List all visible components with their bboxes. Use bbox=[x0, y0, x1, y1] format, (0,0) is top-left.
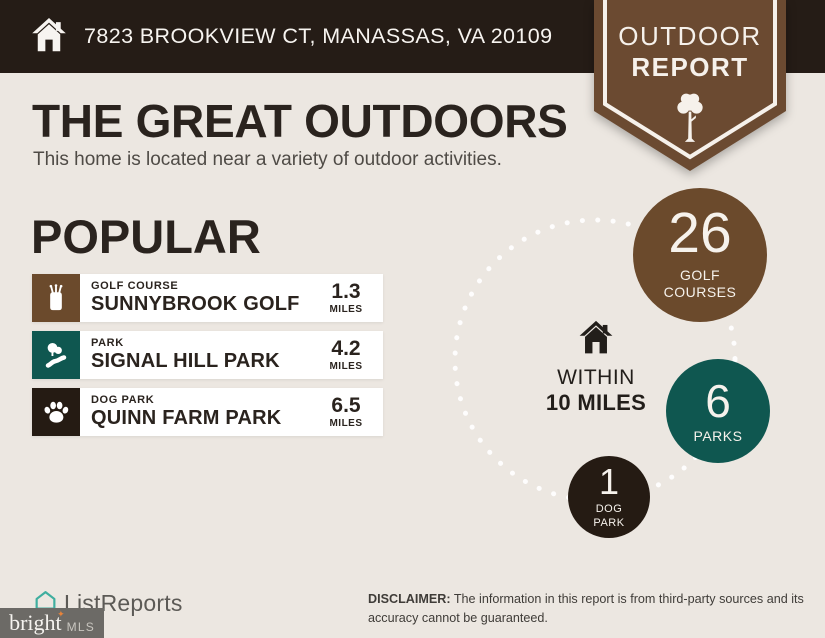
outdoor-report-badge: OUTDOOR REPORT bbox=[592, 0, 788, 178]
list-item-dog-park: DOG PARK QUINN FARM PARK 6.5 MILES bbox=[32, 388, 383, 436]
item-distance-unit: MILES bbox=[329, 304, 363, 315]
golf-bag-icon bbox=[32, 274, 80, 322]
page-title: THE GREAT OUTDOORS bbox=[32, 95, 568, 147]
stat-golf-courses: 26 GOLF COURSES bbox=[633, 188, 767, 322]
park-trees-icon bbox=[32, 331, 80, 379]
disclaimer-text: DISCLAIMER: The information in this repo… bbox=[368, 592, 804, 625]
stat-parks: 6 PARKS bbox=[666, 359, 770, 463]
item-name: SIGNAL HILL PARK bbox=[91, 350, 280, 372]
stat-label: DOG PARK bbox=[593, 502, 625, 529]
item-category: PARK bbox=[91, 337, 124, 349]
page-subtitle: This home is located near a variety of o… bbox=[33, 149, 502, 170]
paw-icon bbox=[32, 388, 80, 436]
tree-icon bbox=[592, 90, 788, 151]
stat-value: 6 bbox=[705, 375, 731, 427]
listreports-house-icon bbox=[33, 588, 58, 618]
item-distance: 6.5 bbox=[331, 394, 361, 417]
within-distance: 10 MILES bbox=[545, 390, 647, 415]
list-item-park: PARK SIGNAL HILL PARK 4.2 MILES bbox=[32, 331, 383, 379]
bright-spark-icon: ✦ bbox=[57, 609, 65, 619]
house-icon bbox=[577, 320, 615, 359]
badge-title-line2: REPORT bbox=[631, 52, 749, 82]
dotted-ring bbox=[452, 217, 738, 503]
disclaimer-label: DISCLAIMER: bbox=[368, 592, 451, 606]
item-distance-unit: MILES bbox=[329, 418, 363, 429]
badge-title-line1: OUTDOOR bbox=[618, 21, 762, 51]
within-radius-note: WITHIN 10 MILES bbox=[536, 320, 656, 416]
item-distance: 4.2 bbox=[331, 337, 361, 360]
stat-dog-park: 1 DOG PARK bbox=[568, 456, 650, 538]
badge-shape bbox=[594, 0, 786, 171]
item-distance-unit: MILES bbox=[329, 361, 363, 372]
item-category: GOLF COURSE bbox=[91, 280, 179, 292]
bright-mls-logo: bright ✦ MLS bbox=[0, 608, 104, 638]
list-item-golf-course: GOLF COURSE SUNNYBROOK GOLF 1.3 MILES bbox=[32, 274, 383, 322]
stat-label: GOLF COURSES bbox=[663, 266, 737, 301]
stat-label: PARKS bbox=[693, 428, 743, 444]
home-icon bbox=[30, 17, 68, 57]
within-label: WITHIN bbox=[557, 366, 635, 389]
mls-wordmark: MLS bbox=[66, 619, 95, 634]
item-name: QUINN FARM PARK bbox=[91, 407, 282, 429]
item-distance: 1.3 bbox=[331, 280, 361, 303]
stat-value: 26 bbox=[668, 200, 732, 265]
property-address: 7823 BROOKVIEW CT, MANASSAS, VA 20109 bbox=[84, 24, 553, 48]
popular-heading: POPULAR bbox=[31, 210, 261, 263]
bright-wordmark: bright ✦ bbox=[9, 609, 65, 636]
item-category: DOG PARK bbox=[91, 394, 155, 406]
item-name: SUNNYBROOK GOLF bbox=[91, 293, 300, 315]
stat-value: 1 bbox=[598, 460, 620, 502]
